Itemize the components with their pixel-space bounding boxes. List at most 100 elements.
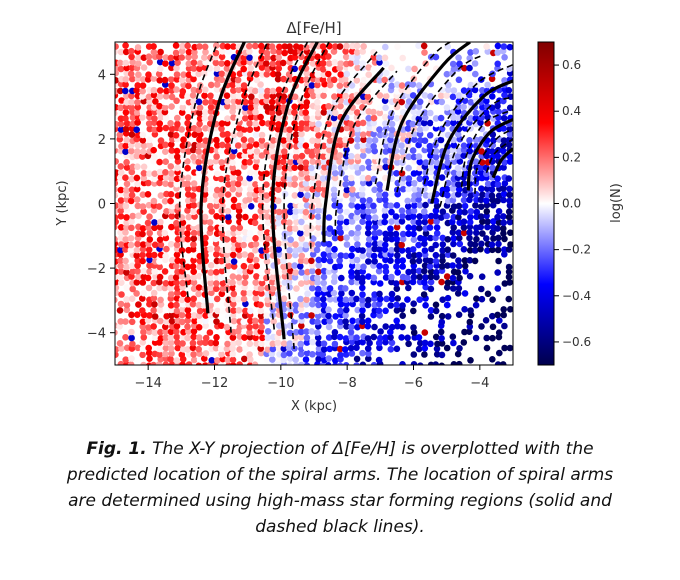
scatter-point (117, 65, 125, 73)
scatter-point (309, 235, 317, 242)
scatter-point (505, 273, 513, 281)
scatter-point (151, 170, 158, 177)
scatter-point (127, 235, 135, 242)
scatter-point (146, 125, 154, 133)
scatter-point (507, 306, 513, 313)
scatter-point (207, 196, 214, 204)
scatter-point (405, 284, 412, 292)
scatter-point (444, 262, 451, 269)
scatter-point (298, 235, 306, 242)
scatter-point (298, 136, 305, 143)
scatter-point (173, 86, 180, 93)
scatter-point (421, 279, 428, 286)
scatter-point (506, 104, 513, 112)
scatter-point (399, 257, 407, 264)
scatter-point (236, 175, 244, 182)
scatter-point (201, 43, 209, 51)
scatter-point (167, 197, 174, 205)
scatter-point (162, 180, 169, 187)
scatter-point (279, 158, 287, 166)
scatter-point (118, 97, 125, 104)
scatter-point (206, 274, 214, 281)
scatter-point (128, 104, 135, 111)
scatter-point (371, 223, 379, 231)
scatter-point (145, 344, 152, 352)
figure: Δ[Fe/H] −14 −12 −10 −8 −6 −4 420−2−4 X (kpc) … (55, 19, 624, 414)
scatter-point (320, 273, 328, 281)
scatter-point (190, 75, 197, 83)
scatter-point (309, 338, 316, 346)
scatter-point (115, 268, 119, 275)
scatter-point (162, 334, 170, 341)
scatter-point (178, 126, 185, 133)
scatter-point (253, 76, 261, 84)
scatter-point (302, 274, 310, 281)
scatter-point (358, 312, 366, 320)
scatter-point (191, 317, 198, 325)
scatter-point (230, 263, 238, 270)
scatter-point (240, 295, 248, 303)
scatter-point (325, 246, 332, 253)
scatter-point (337, 307, 344, 315)
scatter-point (471, 170, 479, 177)
scatter-point (433, 273, 440, 281)
scatter-point (230, 317, 238, 325)
scatter-point (364, 93, 372, 100)
scatter-point (207, 296, 215, 304)
scatter-point (371, 245, 379, 253)
scatter-point (360, 76, 368, 84)
scatter-point (229, 300, 237, 308)
scatter-point (162, 54, 170, 61)
scatter-points (115, 42, 513, 365)
scatter-point (505, 263, 513, 271)
scatter-point (150, 146, 157, 154)
scatter-point (223, 92, 231, 99)
scatter-point (128, 273, 135, 280)
scatter-point (427, 218, 435, 225)
scatter-point (253, 262, 260, 270)
scatter-point (349, 186, 356, 193)
scatter-point (326, 252, 334, 259)
scatter-point (494, 269, 502, 276)
scatter-point (156, 263, 163, 271)
scatter-point (145, 120, 153, 127)
scatter-point (439, 241, 447, 248)
scatter-point (303, 301, 310, 308)
scatter-point (315, 241, 322, 248)
scatter-point (461, 328, 468, 336)
scatter-point (399, 212, 406, 220)
scatter-point (279, 202, 287, 210)
scatter-point (415, 219, 423, 226)
scatter-point (268, 98, 276, 106)
scatter-point (168, 170, 175, 177)
scatter-point (156, 108, 163, 116)
x-tick-label: −8 (338, 376, 357, 391)
scatter-point (251, 317, 259, 325)
scatter-point (185, 48, 193, 56)
scatter-point (461, 257, 469, 264)
scatter-point (251, 87, 259, 95)
scatter-point (269, 356, 276, 363)
scatter-point (214, 307, 221, 315)
scatter-point (122, 109, 130, 116)
scatter-point (291, 192, 299, 199)
scatter-point (146, 229, 153, 237)
scatter-point (139, 251, 146, 259)
scatter-point (394, 257, 402, 265)
scatter-point (242, 115, 249, 122)
scatter-point (139, 241, 147, 248)
scatter-point (477, 169, 485, 176)
scatter-point (304, 147, 311, 155)
scatter-point (309, 251, 317, 258)
scatter-point (134, 202, 142, 210)
scatter-point (258, 142, 266, 150)
scatter-point (191, 131, 198, 138)
scatter-point (140, 334, 148, 341)
scatter-point (246, 190, 254, 198)
scatter-point (135, 71, 142, 78)
scatter-point (145, 201, 153, 209)
scatter-point (257, 285, 265, 292)
scatter-point (201, 213, 209, 221)
scatter-point (253, 169, 260, 176)
x-axis-label: X (kpc) (291, 399, 337, 414)
